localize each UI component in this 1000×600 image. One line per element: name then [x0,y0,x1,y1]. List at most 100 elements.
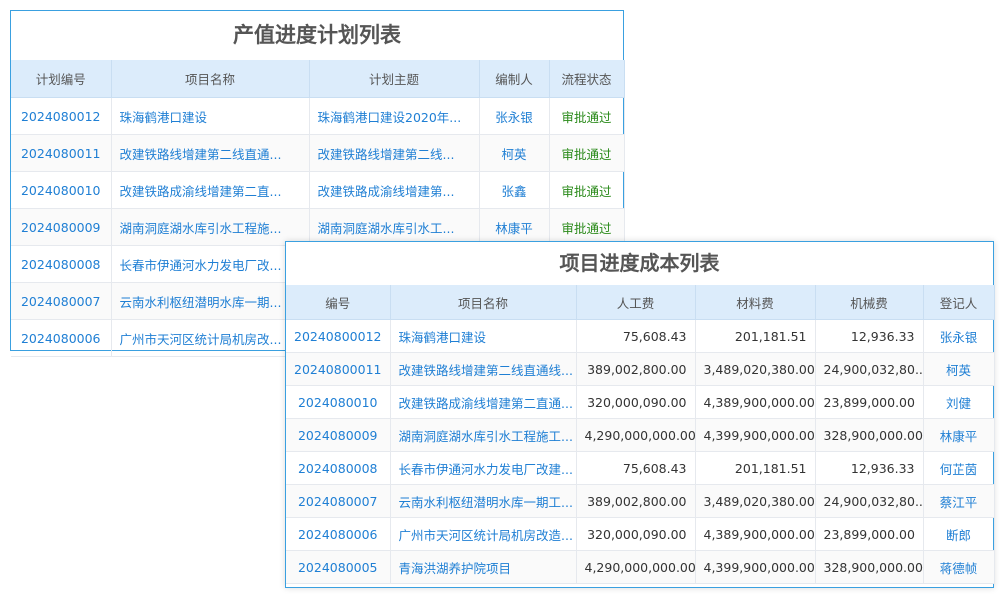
table-cell: 4,399,900,000.00 [695,418,816,452]
table-cell[interactable]: 2024080010 [286,385,391,419]
table-cell[interactable]: 青海洪湖养护院项目 [390,550,577,584]
table-cell[interactable]: 2024080006 [11,319,112,357]
table-cell: 审批通过 [549,208,625,246]
table-cell: 201,181.51 [695,319,816,353]
table-cell[interactable]: 2024080008 [11,245,112,283]
table-row[interactable]: 20240800012 珠海鹤港口建设 75,608.43 201,181.51 12,… [286,319,995,353]
table-cell: 24,900,032,80... [815,352,924,386]
table-cell: 12,936.33 [815,451,924,485]
table-cell: 328,900,000.00 [815,550,924,584]
table-cell[interactable]: 广州市天河区统计局机房改... [111,319,310,357]
table-row[interactable]: 2024080007 云南水利枢纽潜明水库一期工... 389,002,800.00… [286,484,995,518]
table-cell: 201,181.51 [695,451,816,485]
table-row[interactable]: 2024080008 长春市伊通河水力发电厂改建... 75,608.43 201,1… [286,451,995,485]
table-cell[interactable]: 2024080012 [11,97,112,135]
table-cell[interactable]: 云南水利枢纽潜明水库一期工... [390,484,577,518]
column-header[interactable]: 流程状态 [549,60,625,98]
table-cell: 审批通过 [549,134,625,172]
table-cell[interactable]: 2024080009 [11,208,112,246]
table-cell[interactable]: 20240800012 [286,319,391,353]
table-cell: 23,899,000.00 [815,517,924,551]
table-cell[interactable]: 蔡江平 [923,484,995,518]
table-cell[interactable]: 改建铁路线增建第二线... [309,134,480,172]
table-cell[interactable]: 张永银 [923,319,995,353]
table-cell[interactable]: 湖南洞庭湖水库引水工... [309,208,480,246]
table-cell[interactable]: 珠海鹤港口建设2020年... [309,97,480,135]
table-cell: 320,000,090.00 [576,517,696,551]
table-cell[interactable]: 柯英 [479,134,550,172]
table-cell: 23,899,000.00 [815,385,924,419]
table-cell[interactable]: 改建铁路成渝线增建第二直通... [390,385,577,419]
table-cell[interactable]: 柯英 [923,352,995,386]
table-cell[interactable]: 2024080009 [286,418,391,452]
table-cell[interactable]: 2024080011 [11,134,112,172]
table-row[interactable]: 2024080011 改建铁路线增建第二线直通... 改建铁路线增建第二线... 柯英… [11,134,625,172]
table-row[interactable]: 2024080009 湖南洞庭湖水库引水工程施工... 4,290,000,000.… [286,418,995,452]
table-cell: 12,936.33 [815,319,924,353]
table-cell[interactable]: 2024080007 [286,484,391,518]
column-header[interactable]: 计划主题 [309,60,480,98]
table-cell[interactable]: 2024080006 [286,517,391,551]
table-cell[interactable]: 湖南洞庭湖水库引水工程施工... [390,418,577,452]
table-cell[interactable]: 20240800011 [286,352,391,386]
column-header[interactable]: 材料费 [695,285,816,320]
table-cell: 4,399,900,000.00 [695,550,816,584]
table-cell[interactable]: 断郎 [923,517,995,551]
table-cell[interactable]: 云南水利枢纽潜明水库一期... [111,282,310,320]
table-cell: 3,489,020,380.00 [695,352,816,386]
table-cell[interactable]: 2024080008 [286,451,391,485]
table-row[interactable]: 2024080005 青海洪湖养护院项目 4,290,000,000.00 4,399… [286,550,995,584]
column-header[interactable]: 编号 [286,285,391,320]
table-cell: 24,900,032,80... [815,484,924,518]
table-cell[interactable]: 长春市伊通河水力发电厂改建... [390,451,577,485]
table-row[interactable]: 2024080012 珠海鹤港口建设 珠海鹤港口建设2020年... 张永银 审批通过 [11,97,625,135]
table-cell[interactable]: 改建铁路线增建第二线直通线... [390,352,577,386]
table-cell[interactable]: 2024080007 [11,282,112,320]
table-cell[interactable]: 张鑫 [479,171,550,209]
table-cell: 4,389,900,000.00 [695,517,816,551]
cost-list-title: 项目进度成本列表 [559,251,720,275]
table-cell[interactable]: 林康平 [923,418,995,452]
column-header[interactable]: 人工费 [576,285,696,320]
table-row[interactable]: 2024080009 湖南洞庭湖水库引水工程施... 湖南洞庭湖水库引水工... 林康… [11,208,625,246]
table-cell: 3,489,020,380.00 [695,484,816,518]
table-row[interactable]: 20240800011 改建铁路线增建第二线直通线... 389,002,800.0… [286,352,995,386]
cost-table: 编号 项目名称 人工费 材料费 机械费 登记人 20240800012 珠海鹤港口建设 75,… [286,285,995,584]
table-cell: 320,000,090.00 [576,385,696,419]
column-header[interactable]: 登记人 [923,285,995,320]
table-cell: 审批通过 [549,97,625,135]
table-cell: 4,389,900,000.00 [695,385,816,419]
column-header[interactable]: 计划编号 [11,60,112,98]
table-cell[interactable]: 2024080010 [11,171,112,209]
table-cell[interactable]: 改建铁路成渝线增建第二直... [111,171,310,209]
column-header[interactable]: 机械费 [815,285,924,320]
table-cell[interactable]: 改建铁路成渝线增建第... [309,171,480,209]
column-header[interactable]: 项目名称 [111,60,310,98]
table-cell[interactable]: 何芷茵 [923,451,995,485]
table-cell: 75,608.43 [576,319,696,353]
table-cell[interactable]: 长春市伊通河水力发电厂改... [111,245,310,283]
table-row[interactable]: 2024080006 广州市天河区统计局机房改造... 320,000,090.00… [286,517,995,551]
table-cell: 75,608.43 [576,451,696,485]
table-cell[interactable]: 湖南洞庭湖水库引水工程施... [111,208,310,246]
table-cell: 389,002,800.00 [576,352,696,386]
table-cell[interactable]: 刘健 [923,385,995,419]
table-cell: 389,002,800.00 [576,484,696,518]
table-cell[interactable]: 珠海鹤港口建设 [390,319,577,353]
table-cell[interactable]: 林康平 [479,208,550,246]
table-cell[interactable]: 珠海鹤港口建设 [111,97,310,135]
table-cell[interactable]: 张永银 [479,97,550,135]
column-header[interactable]: 项目名称 [390,285,577,320]
plan-list-title: 产值进度计划列表 [233,23,401,47]
table-row[interactable]: 2024080010 改建铁路成渝线增建第二直... 改建铁路成渝线增建第... 张鑫… [11,171,625,209]
table-cell[interactable]: 2024080005 [286,550,391,584]
table-cell: 4,290,000,000.00 [576,550,696,584]
table-cell[interactable]: 改建铁路线增建第二线直通... [111,134,310,172]
table-row[interactable]: 2024080010 改建铁路成渝线增建第二直通... 320,000,090.00… [286,385,995,419]
table-cell: 328,900,000.00 [815,418,924,452]
table-cell[interactable]: 广州市天河区统计局机房改造... [390,517,577,551]
table-cell[interactable]: 蒋德帧 [923,550,995,584]
table-cell: 4,290,000,000.00 [576,418,696,452]
cost-list-panel: 项目进度成本列表 编号 项目名称 人工费 材料费 机械费 登记人 20240800012 珠… [285,241,995,588]
column-header[interactable]: 编制人 [479,60,550,98]
